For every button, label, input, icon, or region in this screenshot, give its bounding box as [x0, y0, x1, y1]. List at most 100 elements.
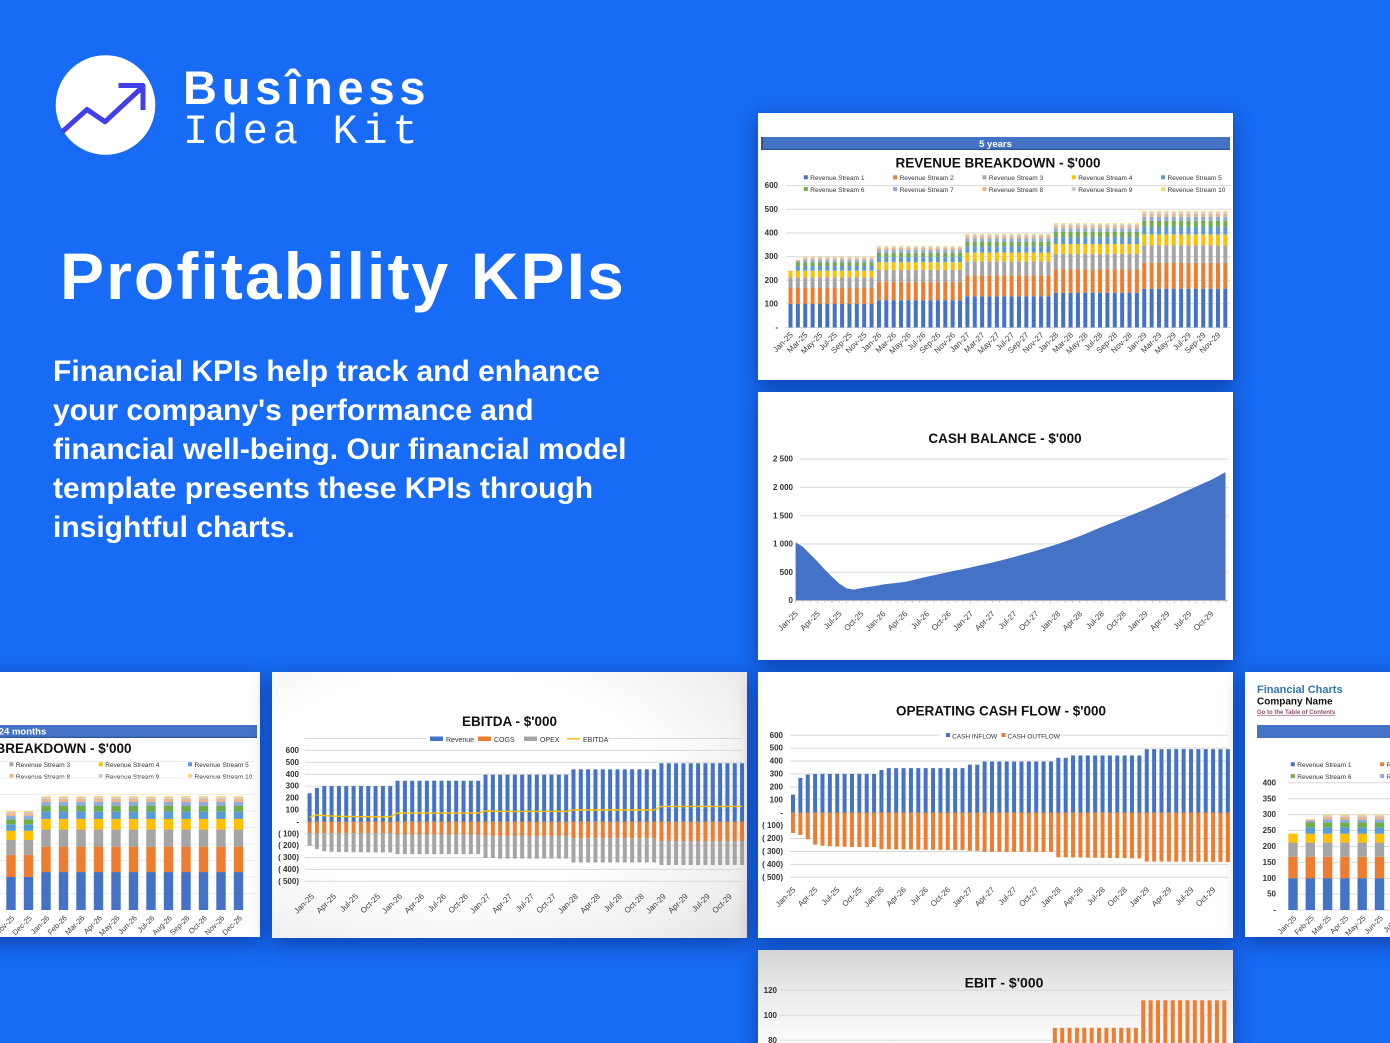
svg-text:( 400): ( 400) [762, 860, 783, 869]
svg-text:Oct-29: Oct-29 [710, 891, 734, 915]
svg-text:Dec-25: Dec-25 [10, 914, 33, 937]
svg-text:Oct-27: Oct-27 [1017, 885, 1041, 909]
svg-text:Jan-27: Jan-27 [951, 885, 975, 909]
svg-text:EBITDA - $'000: EBITDA - $'000 [462, 714, 557, 729]
svg-text:( 300): ( 300) [762, 847, 783, 856]
svg-text:Apr-26: Apr-26 [885, 885, 909, 909]
svg-text:600: 600 [286, 746, 300, 755]
svg-text:24 months: 24 months [0, 727, 46, 738]
svg-text:150: 150 [1263, 858, 1277, 867]
svg-text:Jul-29: Jul-29 [1172, 609, 1194, 631]
svg-text:Oct-25: Oct-25 [359, 891, 383, 915]
svg-text:Jul-25: Jul-25 [338, 891, 360, 913]
svg-text:Jan-27: Jan-27 [468, 891, 492, 915]
svg-text:1 500: 1 500 [773, 511, 794, 520]
svg-text:Apr-25: Apr-25 [799, 609, 823, 633]
svg-text:REVENUE BREAKDOWN - $'000: REVENUE BREAKDOWN - $'000 [0, 741, 132, 756]
svg-text:Oct-27: Oct-27 [535, 891, 559, 915]
svg-text:Jun-26: Jun-26 [116, 914, 139, 937]
svg-text:Revenue Stream 5: Revenue Stream 5 [195, 762, 250, 769]
svg-text:Jul-25: Jul-25 [822, 609, 844, 631]
svg-text:Jul-27: Jul-27 [997, 885, 1019, 907]
svg-text:Apr-27: Apr-27 [973, 609, 997, 633]
svg-text:120: 120 [764, 986, 778, 995]
svg-text:-: - [775, 323, 778, 332]
svg-text:COGS: COGS [494, 737, 515, 744]
svg-text:Jul-28: Jul-28 [602, 891, 624, 913]
svg-text:( 300): ( 300) [278, 853, 299, 862]
svg-text:50: 50 [1267, 890, 1276, 899]
svg-text:600: 600 [770, 731, 784, 740]
svg-text:( 500): ( 500) [762, 873, 783, 882]
svg-text:Sep-26: Sep-26 [168, 914, 191, 937]
svg-text:Revenue Stream 2: Revenue Stream 2 [1387, 762, 1390, 769]
svg-text:400: 400 [765, 229, 779, 238]
svg-text:Jul-28: Jul-28 [1084, 609, 1106, 631]
svg-text:Jul-27: Jul-27 [997, 609, 1019, 631]
svg-text:EBIT - $'000: EBIT - $'000 [965, 975, 1044, 991]
svg-text:Apr-27: Apr-27 [973, 885, 997, 909]
svg-text:Revenue Stream 1: Revenue Stream 1 [810, 175, 865, 182]
svg-text:Jul-28: Jul-28 [1085, 885, 1107, 907]
svg-text:Oct-28: Oct-28 [623, 891, 647, 915]
svg-text:300: 300 [770, 770, 784, 779]
svg-text:Revenue: Revenue [446, 737, 474, 744]
svg-text:100: 100 [764, 1011, 778, 1020]
svg-text:REVENUE BREAKDOWN - $'000: REVENUE BREAKDOWN - $'000 [896, 156, 1101, 171]
svg-text:( 200): ( 200) [762, 834, 783, 843]
svg-text:-: - [780, 808, 783, 817]
svg-text:CASH INFLOW: CASH INFLOW [952, 733, 998, 740]
svg-text:Revenue Stream 1: Revenue Stream 1 [1297, 762, 1352, 769]
svg-text:Jan-25: Jan-25 [774, 885, 798, 909]
svg-text:Oct-25: Oct-25 [840, 885, 864, 909]
svg-text:Revenue Stream 3: Revenue Stream 3 [989, 175, 1044, 182]
svg-text:Jan-26: Jan-26 [864, 609, 888, 633]
svg-text:Jan-29: Jan-29 [644, 891, 668, 915]
svg-text:Apr-25: Apr-25 [315, 891, 339, 915]
svg-text:Mar-25: Mar-25 [1310, 914, 1333, 937]
svg-text:Jun-25: Jun-25 [1362, 914, 1385, 937]
svg-text:OPEX: OPEX [540, 737, 560, 744]
svg-text:Revenue Stream 9: Revenue Stream 9 [1078, 187, 1133, 194]
svg-text:500: 500 [780, 568, 794, 577]
svg-text:300: 300 [286, 782, 300, 791]
svg-text:Apr-28: Apr-28 [1061, 609, 1085, 633]
svg-text:200: 200 [770, 783, 784, 792]
svg-text:Revenue Stream 6: Revenue Stream 6 [810, 187, 865, 194]
svg-text:Revenue Stream 7: Revenue Stream 7 [1387, 774, 1390, 781]
svg-text:Jan-25: Jan-25 [292, 891, 316, 915]
svg-text:Revenue Stream 9: Revenue Stream 9 [105, 774, 160, 781]
svg-text:Apr-26: Apr-26 [886, 609, 910, 633]
svg-text:Revenue Stream 8: Revenue Stream 8 [989, 187, 1044, 194]
svg-text:OPERATING CASH FLOW - $'000: OPERATING CASH FLOW - $'000 [896, 704, 1106, 719]
svg-text:Jan-29: Jan-29 [1126, 609, 1150, 633]
svg-text:Jan-28: Jan-28 [1039, 885, 1063, 909]
svg-text:Revenue Stream 10: Revenue Stream 10 [1168, 187, 1226, 194]
svg-text:Jul-27: Jul-27 [514, 891, 536, 913]
svg-text:Oct-26: Oct-26 [929, 885, 953, 909]
svg-text:Oct-26: Oct-26 [447, 891, 471, 915]
svg-text:100: 100 [1263, 874, 1277, 883]
svg-text:CASH BALANCE - $'000: CASH BALANCE - $'000 [928, 431, 1081, 446]
svg-text:300: 300 [765, 252, 779, 261]
svg-text:( 500): ( 500) [278, 877, 299, 886]
svg-text:Revenue Stream 6: Revenue Stream 6 [1297, 774, 1352, 781]
svg-text:600: 600 [765, 181, 779, 190]
svg-text:Jul-29: Jul-29 [690, 891, 712, 913]
svg-text:Jan-26: Jan-26 [862, 885, 886, 909]
svg-text:Jul-25: Jul-25 [820, 885, 842, 907]
svg-text:Apr-29: Apr-29 [1150, 885, 1174, 909]
svg-text:Revenue Stream 3: Revenue Stream 3 [16, 762, 71, 769]
svg-text:500: 500 [765, 205, 779, 214]
svg-text:( 400): ( 400) [278, 865, 299, 874]
svg-text:( 100): ( 100) [278, 829, 299, 838]
svg-text:Jan-27: Jan-27 [951, 609, 975, 633]
svg-text:Apr-25: Apr-25 [796, 885, 820, 909]
svg-text:Oct-27: Oct-27 [1017, 609, 1041, 633]
svg-text:Revenue Stream 7: Revenue Stream 7 [900, 187, 955, 194]
svg-text:Oct-28: Oct-28 [1106, 885, 1130, 909]
svg-text:Jul-29: Jul-29 [1174, 885, 1196, 907]
svg-text:2 500: 2 500 [773, 455, 794, 464]
svg-text:100: 100 [765, 299, 779, 308]
svg-text:Revenue Stream 4: Revenue Stream 4 [1078, 175, 1133, 182]
